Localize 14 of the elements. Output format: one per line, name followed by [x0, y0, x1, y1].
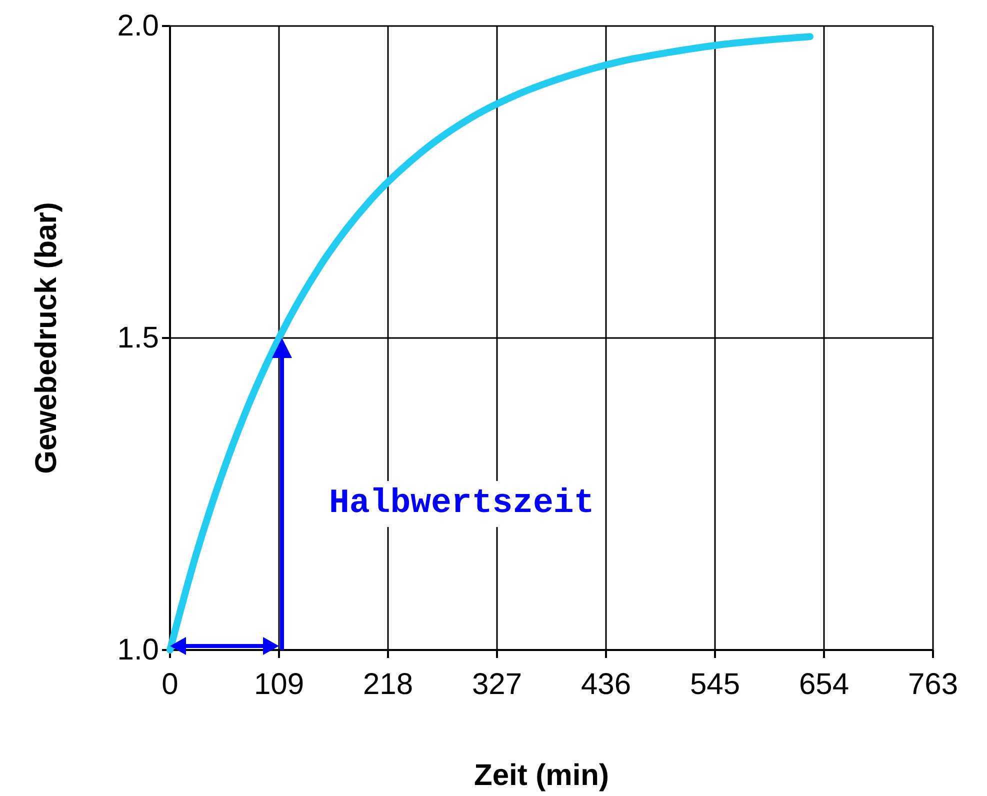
x-tick-label: 436: [580, 668, 632, 701]
x-tick-label: 763: [908, 668, 958, 701]
y-tick-label: 1.5: [117, 322, 159, 355]
x-axis-title: Zeit (min): [474, 759, 609, 792]
x-tick-label: 218: [362, 668, 414, 701]
x-tick-label: 545: [690, 668, 740, 701]
y-tick-label: 2.0: [117, 10, 159, 43]
x-tick-label: 327: [472, 668, 522, 701]
annotation: Halbwertszeit: [329, 485, 594, 523]
x-tick-label: 654: [798, 668, 850, 701]
x-tick-label: 0: [162, 668, 178, 701]
y-tick-label: 1.0: [117, 634, 159, 667]
x-tick-label: 109: [254, 668, 304, 701]
y-axis-title: Gewebedruck (bar): [30, 202, 63, 474]
